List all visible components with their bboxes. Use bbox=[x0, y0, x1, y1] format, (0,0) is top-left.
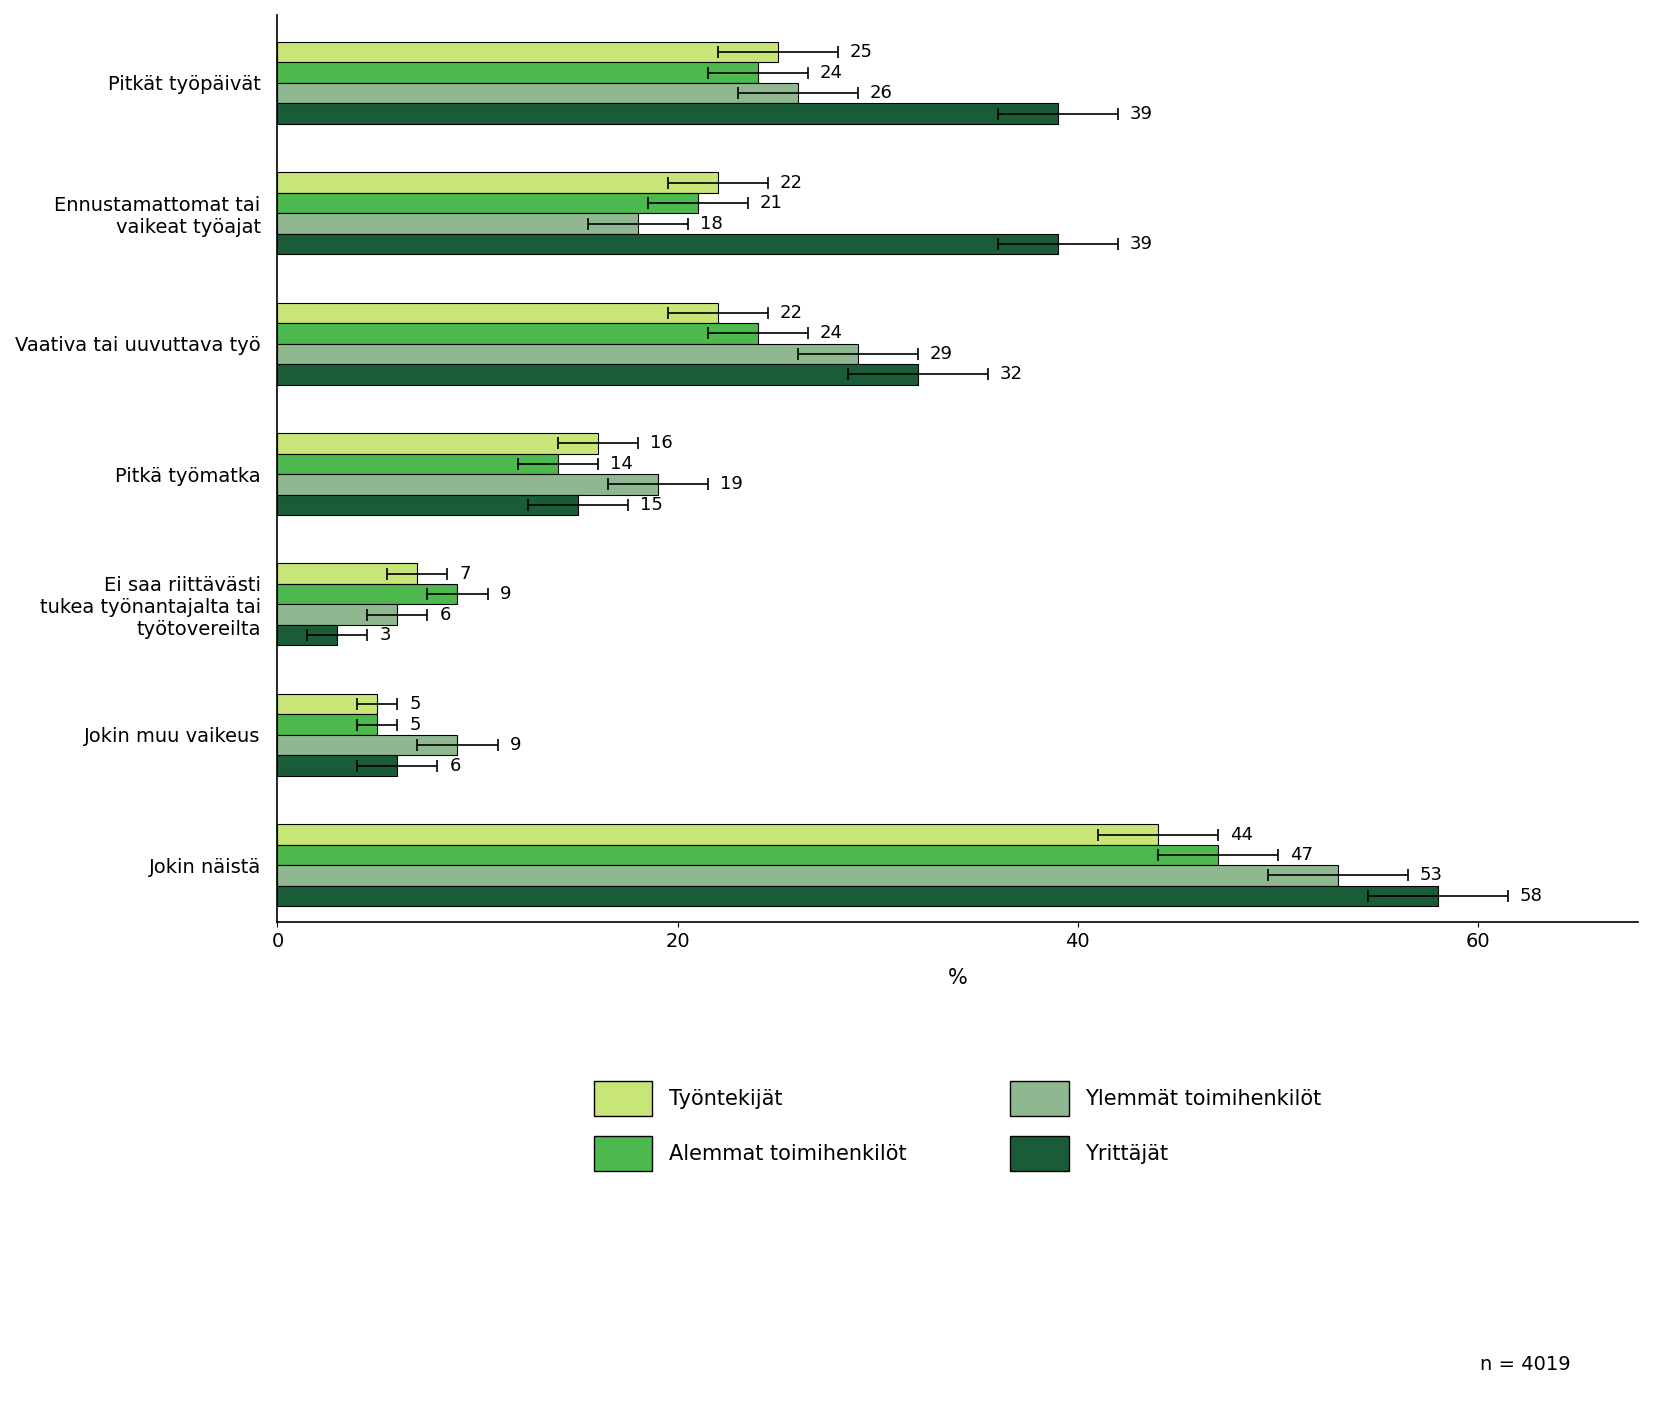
Bar bbox=[278, 584, 458, 605]
Bar bbox=[278, 323, 757, 344]
Text: 24: 24 bbox=[820, 64, 843, 82]
Text: 5: 5 bbox=[410, 716, 422, 734]
Text: 32: 32 bbox=[1000, 366, 1023, 384]
Text: 7: 7 bbox=[460, 565, 471, 582]
Text: 39: 39 bbox=[1129, 235, 1152, 254]
Text: 14: 14 bbox=[610, 455, 633, 473]
Bar bbox=[278, 605, 397, 625]
Bar bbox=[278, 845, 1218, 866]
Bar bbox=[278, 434, 597, 453]
Bar bbox=[278, 214, 638, 234]
Bar bbox=[278, 564, 418, 584]
Text: 5: 5 bbox=[410, 696, 422, 713]
Bar bbox=[278, 625, 337, 645]
Bar bbox=[278, 62, 757, 82]
Text: 19: 19 bbox=[719, 475, 742, 493]
Bar bbox=[278, 103, 1058, 123]
Bar bbox=[278, 82, 798, 103]
Text: 25: 25 bbox=[850, 43, 873, 61]
Bar bbox=[278, 173, 717, 193]
Bar bbox=[278, 234, 1058, 254]
Text: 9: 9 bbox=[509, 735, 521, 754]
Bar bbox=[278, 866, 1337, 886]
Bar bbox=[278, 303, 717, 323]
Text: 26: 26 bbox=[869, 84, 893, 102]
Text: 6: 6 bbox=[450, 757, 461, 775]
Text: 6: 6 bbox=[440, 605, 451, 623]
Legend: Työntekijät, Alemmat toimihenkilöt, Ylemmät toimihenkilöt, Yrittäjät: Työntekijät, Alemmat toimihenkilöt, Ylem… bbox=[574, 1060, 1342, 1192]
Bar bbox=[278, 43, 777, 62]
Text: 44: 44 bbox=[1230, 826, 1253, 843]
Bar bbox=[278, 364, 917, 384]
Text: 47: 47 bbox=[1289, 846, 1312, 864]
Text: 22: 22 bbox=[780, 173, 803, 191]
X-axis label: %: % bbox=[947, 968, 967, 988]
Text: 15: 15 bbox=[640, 496, 663, 514]
Bar bbox=[278, 193, 698, 214]
Text: 53: 53 bbox=[1420, 866, 1443, 884]
Text: 22: 22 bbox=[780, 305, 803, 322]
Text: 39: 39 bbox=[1129, 105, 1152, 123]
Text: 24: 24 bbox=[820, 324, 843, 343]
Bar bbox=[278, 495, 577, 514]
Bar bbox=[278, 475, 658, 495]
Text: 3: 3 bbox=[380, 626, 392, 645]
Bar bbox=[278, 453, 557, 475]
Text: 21: 21 bbox=[760, 194, 782, 213]
Text: 29: 29 bbox=[929, 344, 952, 363]
Bar bbox=[278, 825, 1157, 845]
Text: 16: 16 bbox=[650, 435, 673, 452]
Bar bbox=[278, 694, 377, 714]
Text: n = 4019: n = 4019 bbox=[1479, 1356, 1570, 1374]
Text: 9: 9 bbox=[499, 585, 511, 604]
Text: 58: 58 bbox=[1521, 887, 1542, 905]
Bar bbox=[278, 735, 458, 755]
Bar bbox=[278, 344, 858, 364]
Bar bbox=[278, 714, 377, 735]
Bar bbox=[278, 755, 397, 775]
Bar bbox=[278, 886, 1438, 905]
Text: 18: 18 bbox=[699, 214, 722, 232]
